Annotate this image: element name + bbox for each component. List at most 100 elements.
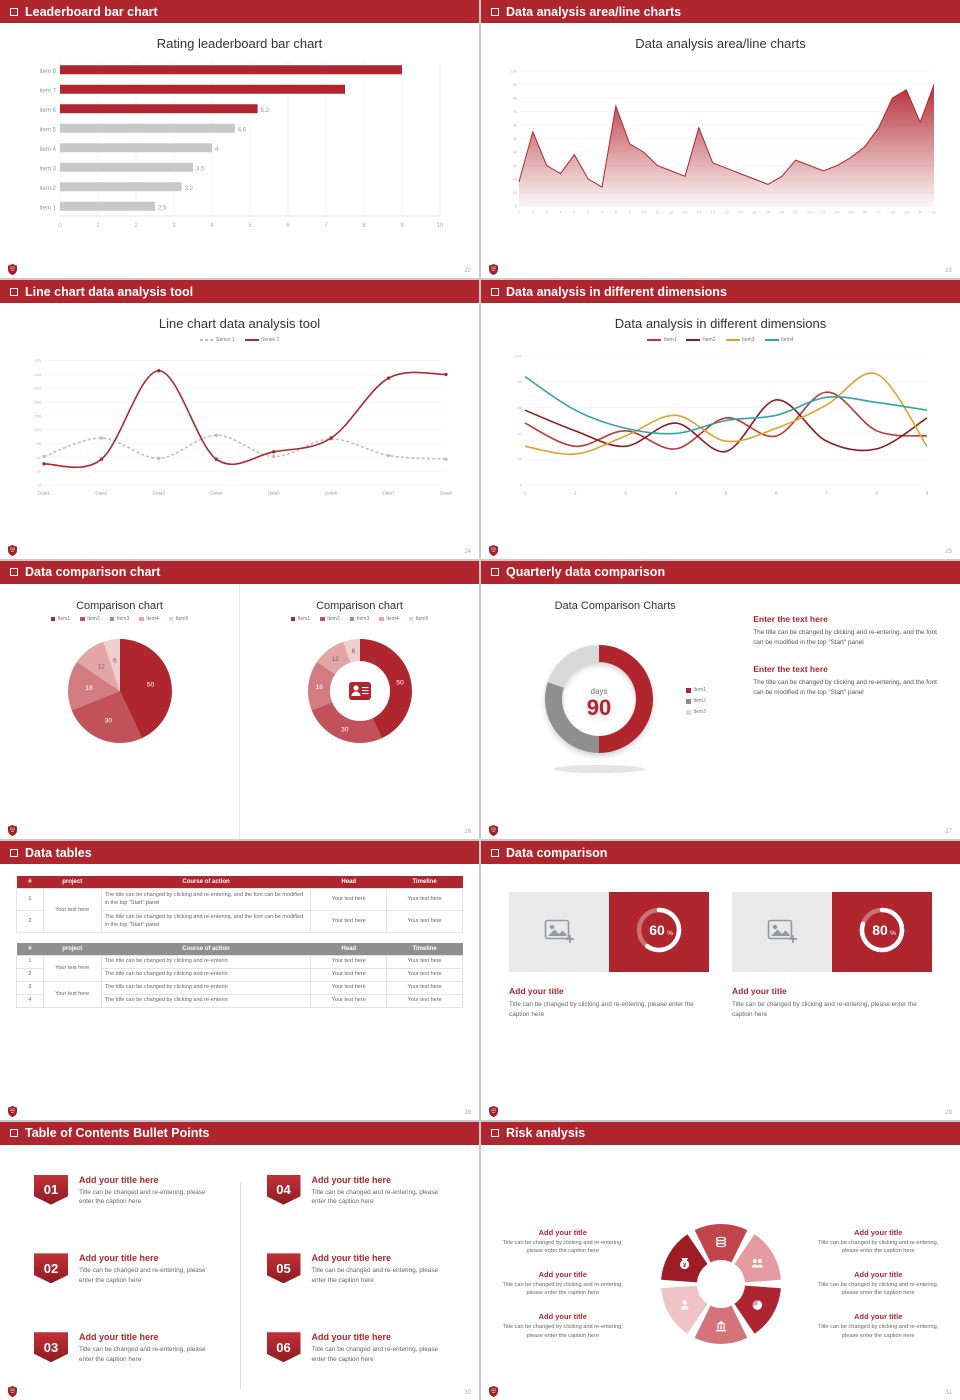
svg-text:23: 23 bbox=[821, 211, 825, 215]
legend-label: Item5 bbox=[175, 615, 189, 622]
legend-swatch bbox=[686, 710, 691, 715]
slide-header-title: Line chart data analysis tool bbox=[25, 284, 194, 299]
school-logo-icon bbox=[489, 825, 498, 837]
page-number: 31 bbox=[945, 1389, 952, 1396]
progress-ring-svg: 60% bbox=[636, 907, 682, 952]
pinwheel-svg: ¥ bbox=[660, 1223, 781, 1344]
col-header: Timeline bbox=[386, 943, 463, 956]
cell-course: The title can be changed by clicking and… bbox=[100, 968, 312, 983]
toc-item: 01 Add your title here Title can be chan… bbox=[34, 1169, 213, 1248]
school-crest-icon bbox=[8, 1105, 17, 1117]
svg-text:6: 6 bbox=[286, 223, 290, 229]
svg-text:50: 50 bbox=[146, 681, 154, 688]
school-logo-icon bbox=[8, 264, 17, 276]
svg-text:9: 9 bbox=[400, 223, 404, 229]
svg-text:2: 2 bbox=[573, 491, 576, 496]
legend-swatch bbox=[199, 339, 214, 342]
table-row: 1 Your text here The title can be change… bbox=[16, 955, 463, 983]
slide-header-title: Data tables bbox=[25, 845, 92, 860]
risk-title: Add your title bbox=[854, 1270, 903, 1280]
svg-text:item 6: item 6 bbox=[39, 108, 56, 114]
svg-text:5: 5 bbox=[573, 211, 575, 215]
svg-text:20: 20 bbox=[517, 457, 522, 462]
svg-text:60: 60 bbox=[512, 123, 516, 127]
legend-swatch bbox=[764, 339, 779, 342]
svg-text:5.2: 5.2 bbox=[260, 108, 269, 114]
school-crest-icon bbox=[489, 825, 498, 837]
cell-head: Your text here bbox=[310, 994, 388, 1009]
toc-caption: Title can be changed and re-entering, pl… bbox=[79, 1188, 206, 1206]
legend-swatch bbox=[244, 339, 259, 342]
col-header: Timeline bbox=[386, 876, 463, 889]
svg-text:10: 10 bbox=[436, 223, 443, 229]
svg-text:3: 3 bbox=[172, 223, 176, 229]
risk-caption: Title can be changed by clicking and re-… bbox=[502, 1324, 623, 1339]
toc-number-badge: 05 bbox=[266, 1253, 301, 1284]
slide-header-title: Data comparison bbox=[506, 845, 608, 860]
legend-swatch bbox=[50, 616, 56, 622]
progress-ring-60: 60% bbox=[630, 901, 688, 964]
cell-course: The title can be changed by clicking and… bbox=[100, 910, 312, 934]
line-chart: 0 30 60 90 120 150 180 210 240 270 Data1 Data2 Data3… bbox=[0, 348, 479, 498]
svg-text:9: 9 bbox=[628, 211, 630, 215]
cell-timeline: Your text here bbox=[386, 910, 463, 934]
risk-block: Add your title Title can be changed by c… bbox=[807, 1270, 951, 1297]
block-body: The title can be changed by clicking and… bbox=[753, 628, 937, 646]
legend-swatch bbox=[168, 616, 174, 622]
bullet-square-icon bbox=[491, 287, 499, 296]
block-title: Enter the text here bbox=[753, 663, 828, 674]
legend-item: Item2 bbox=[686, 698, 706, 704]
slide-body: Comparison chart Item1 Item2 Item3 Item4 Ite… bbox=[0, 583, 479, 840]
svg-text:10: 10 bbox=[641, 211, 645, 215]
legend-label: Series 1 bbox=[216, 337, 235, 344]
svg-text:26: 26 bbox=[862, 211, 866, 215]
svg-text:8: 8 bbox=[362, 223, 366, 229]
pie-chart-svg: 50 30 18 12 6 bbox=[307, 638, 412, 743]
svg-text:4: 4 bbox=[559, 211, 561, 215]
slide-header: Data tables bbox=[0, 841, 479, 865]
svg-text:120: 120 bbox=[34, 428, 41, 433]
school-logo-icon bbox=[8, 1105, 17, 1117]
page-number: 25 bbox=[945, 548, 952, 555]
legend-swatch bbox=[379, 616, 384, 622]
cell-timeline: Your text here bbox=[386, 888, 463, 912]
cell-project: Your text here bbox=[42, 955, 102, 983]
slide-header-title: Quarterly data comparison bbox=[506, 565, 666, 580]
page-number: 23 bbox=[945, 268, 952, 275]
toc-number-badge: 02 bbox=[34, 1253, 68, 1284]
svg-text:Data4: Data4 bbox=[210, 491, 223, 496]
svg-text:21: 21 bbox=[793, 211, 797, 215]
svg-text:90: 90 bbox=[512, 83, 516, 87]
legend-item: Item3 bbox=[349, 616, 369, 622]
cell-timeline: Your text here bbox=[386, 955, 463, 970]
legend-item: Item4 bbox=[379, 616, 399, 622]
legend-swatch bbox=[408, 616, 414, 622]
svg-text:Data1: Data1 bbox=[37, 491, 50, 496]
toc-item: 06 Add your title here Title can be chan… bbox=[266, 1326, 446, 1400]
data-table-red: # project Course of action Head Timeline… bbox=[16, 876, 463, 934]
risk-caption: Title can be changed by clicking and re-… bbox=[818, 1324, 939, 1339]
cell-course: The title can be changed by clicking and… bbox=[100, 955, 312, 970]
svg-text:25: 25 bbox=[848, 211, 852, 215]
text-block: Enter the text here The title can be cha… bbox=[753, 614, 940, 648]
slide-header: Line chart data analysis tool bbox=[0, 280, 479, 304]
page-number: 26 bbox=[464, 829, 471, 836]
svg-text:Data8: Data8 bbox=[439, 491, 452, 496]
card-caption: Title can be changed by clicking and re-… bbox=[509, 1001, 694, 1019]
cell-index: 3 bbox=[16, 981, 44, 996]
svg-text:5: 5 bbox=[248, 223, 252, 229]
cell-timeline: Your text here bbox=[386, 968, 463, 983]
slide-data-tables: Data tables # project Course of action H… bbox=[0, 841, 479, 1120]
legend-swatch bbox=[647, 339, 662, 342]
school-logo-icon bbox=[8, 825, 17, 837]
legend-item: Item1 bbox=[647, 337, 676, 343]
school-crest-icon bbox=[489, 1385, 498, 1397]
slide-body: Line chart data analysis tool Series 1 Se… bbox=[0, 303, 479, 558]
toc-number-badge: 03 bbox=[34, 1332, 68, 1363]
slide-header: Data comparison bbox=[481, 841, 960, 865]
school-crest-icon bbox=[8, 1385, 17, 1397]
slide-header-title: Table of Contents Bullet Points bbox=[25, 1126, 210, 1141]
bullet-square-icon bbox=[491, 848, 499, 857]
svg-text:6: 6 bbox=[587, 211, 589, 215]
legend-label: Item5 bbox=[415, 615, 429, 622]
